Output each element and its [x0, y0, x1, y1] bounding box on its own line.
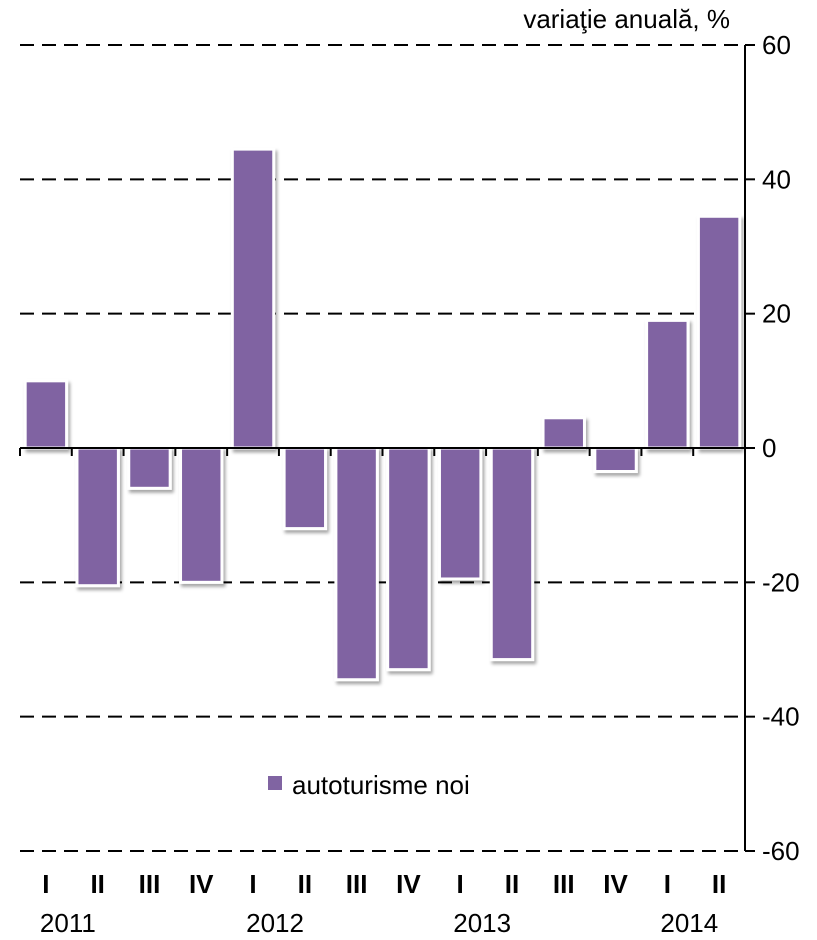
x-tick-label-8: I	[457, 869, 464, 899]
y-tick-label-20: 20	[762, 299, 791, 329]
x-tick-label-2: III	[139, 869, 161, 899]
year-labels: 2011 2012 2013 2014	[40, 908, 718, 938]
y-tick-label-60: 60	[762, 30, 791, 60]
legend-label: autoturisme noi	[292, 770, 470, 800]
bar-2	[127, 446, 172, 490]
y-tick-label--40: -40	[762, 702, 800, 732]
bars	[23, 147, 742, 682]
x-tick-label-13: II	[712, 869, 726, 899]
y-tick-label-0: 0	[762, 433, 776, 463]
grid-lines	[20, 44, 745, 852]
bar-7	[386, 446, 431, 672]
x-tick-label-12: I	[664, 869, 671, 899]
bar-12	[645, 318, 690, 450]
y-tick-label--60: -60	[762, 836, 800, 866]
y-tick-label--20: -20	[762, 567, 800, 597]
bar-5	[282, 446, 328, 531]
y-tick-labels: 60 40 20 0 -20 -40 -60	[762, 30, 800, 866]
x-tick-labels: I II III IV I II III IV I II III IV I II	[42, 869, 726, 899]
bar-6	[334, 446, 379, 682]
bar-3	[179, 446, 224, 584]
x-tick-label-11: IV	[603, 869, 628, 899]
year-label-2013: 2013	[453, 908, 511, 938]
x-tick-label-10: III	[553, 869, 575, 899]
x-tick-label-6: III	[346, 869, 368, 899]
x-tick-label-3: IV	[189, 869, 214, 899]
x-tick-label-4: I	[249, 869, 256, 899]
x-tick-label-9: II	[505, 869, 519, 899]
bar-8	[437, 446, 483, 581]
bar-10	[541, 416, 586, 450]
bar-0	[23, 379, 69, 450]
bar-13	[696, 214, 742, 450]
year-label-2012: 2012	[246, 908, 304, 938]
legend-swatch	[268, 776, 282, 790]
bar-9	[489, 446, 535, 662]
y-tick-label-40: 40	[762, 164, 791, 194]
year-label-2014: 2014	[660, 908, 718, 938]
x-tick-label-0: I	[42, 869, 49, 899]
bar-11	[593, 446, 638, 474]
bar-4	[230, 147, 276, 450]
y-axis-unit-label: variaţie anuală, %	[523, 4, 730, 34]
year-label-2011: 2011	[40, 908, 96, 938]
bar-1	[75, 446, 120, 588]
legend: autoturisme noi	[268, 770, 470, 800]
x-tick-label-1: II	[90, 869, 104, 899]
x-tick-label-7: IV	[396, 869, 421, 899]
x-tick-label-5: II	[298, 869, 312, 899]
axes	[19, 44, 755, 852]
